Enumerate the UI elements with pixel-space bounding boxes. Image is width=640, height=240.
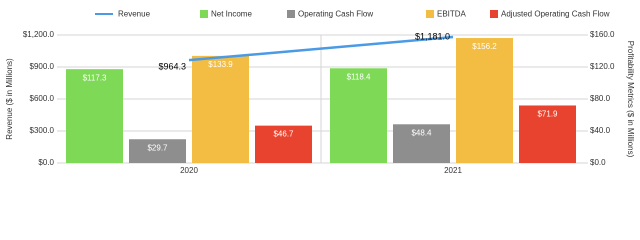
- line: [188, 35, 454, 62]
- legend-label: Adjusted Operating Cash Flow: [501, 10, 610, 19]
- y2-tick-label: $0.0: [590, 158, 606, 167]
- legend-label: Revenue: [118, 10, 151, 19]
- bar: [255, 125, 312, 163]
- bar-value-label: $118.4: [347, 72, 371, 81]
- bar-value-label: $46.7: [273, 130, 294, 139]
- y-tick-label: $0.0: [38, 158, 54, 167]
- legend-swatch: [490, 10, 498, 18]
- bar-value-label: $71.9: [537, 110, 558, 119]
- line-value-label: $1,181.0: [415, 31, 450, 41]
- bar: [66, 69, 123, 163]
- bar: [456, 38, 513, 163]
- bar: [192, 55, 249, 163]
- x-tick-label: 2021: [444, 166, 462, 175]
- y2-tick-label: $120.0: [590, 62, 615, 71]
- bar-value-label: $156.2: [472, 42, 497, 51]
- bar-value-label: $29.7: [147, 143, 168, 152]
- legend-swatch: [426, 10, 434, 18]
- legend-swatch: [200, 10, 208, 18]
- y-tick-label: $900.0: [30, 62, 55, 71]
- bar: [519, 105, 576, 163]
- y-tick-label: $1,200.0: [23, 30, 55, 39]
- y2-tick-label: $80.0: [590, 94, 611, 103]
- y-tick-label: $600.0: [30, 94, 55, 103]
- legend-swatch: [287, 10, 295, 18]
- legend-label: Operating Cash Flow: [298, 10, 373, 19]
- bar: [393, 124, 450, 163]
- bar: [330, 68, 387, 163]
- line-value-label: $964.3: [158, 62, 186, 72]
- y2-tick-label: $160.0: [590, 30, 615, 39]
- legend-label: EBITDA: [437, 10, 467, 19]
- bar-value-label: $133.9: [208, 60, 233, 69]
- bar-value-label: $48.4: [411, 128, 432, 137]
- chart: Revenue ($ in Millions) Profitability Me…: [5, 10, 635, 176]
- legend-label: Net Income: [211, 10, 252, 19]
- bar-value-label: $117.3: [83, 73, 107, 82]
- y2-tick-label: $40.0: [590, 126, 611, 135]
- x-tick-label: 2020: [180, 166, 198, 175]
- y2-axis-title: Profitability Metrics ($ in Millions): [626, 41, 635, 158]
- y-tick-label: $300.0: [30, 126, 55, 135]
- bar: [129, 139, 186, 163]
- y-axis-title: Revenue ($ in Millions): [5, 58, 14, 140]
